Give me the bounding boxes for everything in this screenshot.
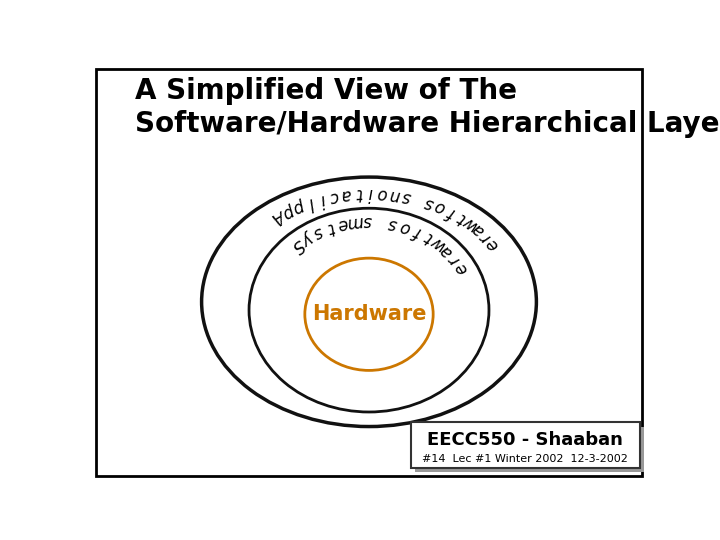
Text: r: r	[446, 251, 464, 268]
Text: e: e	[335, 214, 349, 234]
Text: n: n	[388, 185, 400, 205]
Text: r: r	[477, 228, 495, 246]
Text: S: S	[288, 235, 307, 255]
Text: c: c	[328, 187, 340, 206]
Text: t: t	[324, 218, 336, 238]
Text: w: w	[459, 212, 480, 234]
Ellipse shape	[202, 177, 536, 427]
Text: i: i	[318, 190, 327, 208]
Text: t: t	[354, 185, 361, 203]
Text: #14  Lec #1 Winter 2002  12-3-2002: #14 Lec #1 Winter 2002 12-3-2002	[423, 454, 628, 463]
Text: l: l	[306, 193, 315, 212]
FancyBboxPatch shape	[96, 69, 642, 476]
Text: Hardware: Hardware	[312, 304, 426, 325]
Text: A: A	[270, 206, 289, 227]
Text: s: s	[363, 212, 372, 231]
Text: o: o	[397, 217, 413, 237]
Text: EECC550 - Shaaban: EECC550 - Shaaban	[427, 431, 624, 449]
Text: f: f	[444, 202, 457, 221]
Text: o: o	[432, 197, 448, 217]
Text: a: a	[468, 220, 487, 240]
Text: A Simplified View of The
Software/Hardware Hierarchical Layers: A Simplified View of The Software/Hardwa…	[135, 77, 720, 138]
Text: i: i	[368, 184, 372, 202]
Text: m: m	[346, 212, 364, 232]
Text: p: p	[292, 196, 308, 217]
Text: t: t	[420, 227, 435, 246]
Text: e: e	[451, 259, 472, 278]
Text: s: s	[422, 193, 436, 213]
Text: s: s	[400, 187, 412, 206]
Text: s: s	[310, 222, 326, 242]
Text: s: s	[387, 214, 398, 233]
Text: f: f	[410, 222, 423, 241]
FancyBboxPatch shape	[411, 422, 639, 468]
FancyBboxPatch shape	[415, 427, 644, 472]
Text: a: a	[436, 241, 456, 261]
Text: p: p	[281, 200, 298, 221]
Text: y: y	[299, 228, 317, 249]
Text: t: t	[453, 208, 468, 227]
Text: a: a	[340, 185, 352, 204]
Ellipse shape	[305, 258, 433, 370]
Text: e: e	[482, 234, 503, 254]
Text: w: w	[427, 232, 449, 254]
Ellipse shape	[249, 208, 489, 412]
Text: o: o	[377, 184, 388, 203]
